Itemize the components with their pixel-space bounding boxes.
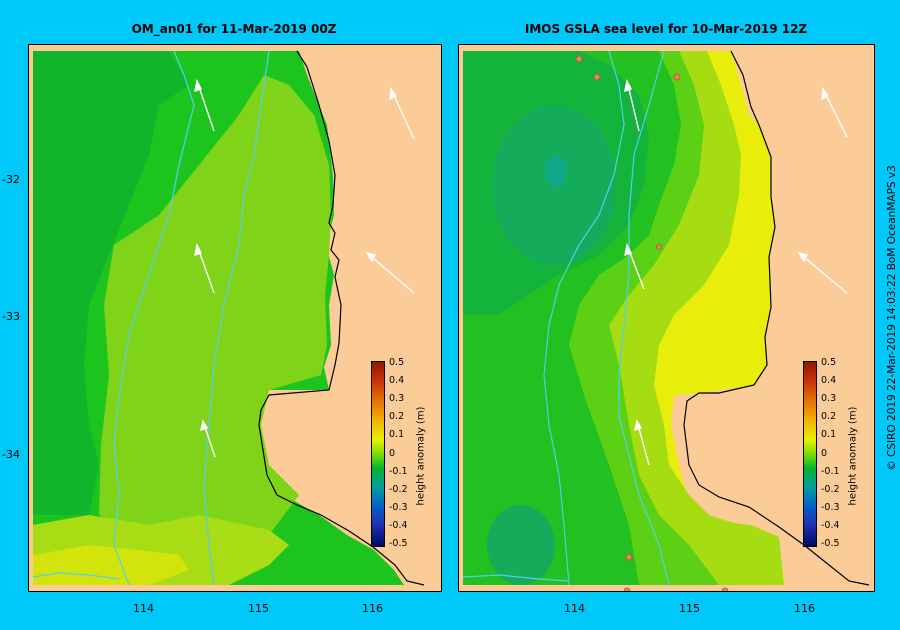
left-colorbar-tick: -0.2 (389, 484, 408, 495)
right-panel-title: IMOS GSLA sea level for 10-Mar-2019 12Z (524, 22, 808, 36)
right-colorbar-tick: -0.4 (821, 520, 840, 531)
left-panel-title: OM_an01 for 11-Mar-2019 00Z (131, 22, 337, 36)
right-map-panel: 0.5 0.4 0.3 0.2 0.1 0 -0.1 -0.2 -0.3 -0.… (458, 44, 875, 592)
left-x-axis-label-114: 114 (133, 602, 154, 615)
left-colorbar-tick: -0.5 (389, 538, 408, 549)
left-map-svg (29, 45, 441, 591)
left-x-axis-label-116: 116 (362, 602, 383, 615)
left-colorbar-tick: -0.3 (389, 502, 408, 513)
y-axis-label-34: -34 (2, 448, 20, 461)
right-colorbar-label: height anomaly (m) (847, 406, 859, 506)
credit-text: © CSIRO 2019 22-Mar-2019 14:03:22 BoM Oc… (886, 165, 898, 471)
left-x-axis-label-115: 115 (248, 602, 269, 615)
right-colorbar-gradient (803, 361, 817, 547)
right-colorbar-tick: 0.1 (821, 429, 837, 440)
left-colorbar-tick: -0.4 (389, 520, 408, 531)
left-colorbar-tick: 0.4 (389, 375, 405, 386)
right-colorbar-tick: -0.2 (821, 484, 840, 495)
right-colorbar-tick: 0.4 (821, 375, 837, 386)
left-map-panel: 0.5 0.4 0.3 0.2 0.1 0 -0.1 -0.2 -0.3 -0.… (28, 44, 442, 592)
left-colorbar-gradient (371, 361, 385, 547)
left-colorbar-tick: -0.1 (389, 466, 408, 477)
left-colorbar-tick: 0 (389, 448, 396, 459)
right-colorbar-tick: 0.2 (821, 411, 837, 422)
y-axis-label-33: -33 (2, 310, 20, 323)
right-colorbar-tick: 0.3 (821, 393, 837, 404)
right-x-axis-label-116: 116 (794, 602, 815, 615)
left-colorbar-tick: 0.5 (389, 357, 405, 368)
left-colorbar-label: height anomaly (m) (415, 406, 427, 506)
right-colorbar-tick: 0 (821, 448, 828, 459)
left-colorbar-tick: 0.1 (389, 429, 405, 440)
left-colorbar-tick: 0.3 (389, 393, 405, 404)
right-x-axis-label-115: 115 (679, 602, 700, 615)
right-colorbar-tick: -0.1 (821, 466, 840, 477)
right-colorbar-tick: 0.5 (821, 357, 837, 368)
right-colorbar-tick: -0.5 (821, 538, 840, 549)
right-map-svg (459, 45, 874, 591)
left-colorbar-tick: 0.2 (389, 411, 405, 422)
right-colorbar-tick: -0.3 (821, 502, 840, 513)
right-x-axis-label-114: 114 (564, 602, 585, 615)
y-axis-label-32: -32 (2, 173, 20, 186)
